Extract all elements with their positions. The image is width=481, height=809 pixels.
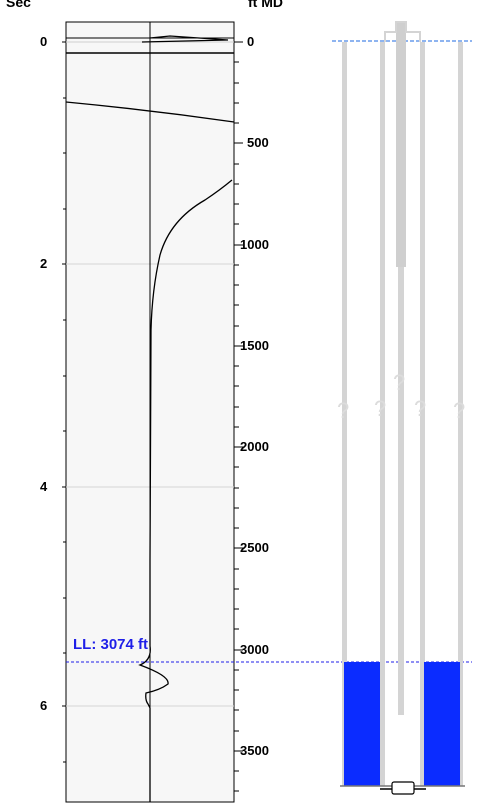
unknown-marker: ? [393, 370, 406, 395]
annulus-fluid-right [424, 662, 460, 786]
unknown-marker: ? [453, 398, 466, 423]
tubing-right [420, 42, 425, 786]
time-tick-label: 2 [40, 256, 48, 271]
rod-string-upper [396, 22, 406, 267]
time-tick-label: 4 [40, 479, 48, 494]
time-minor-ticks [62, 41, 66, 763]
tubing-left [380, 42, 385, 786]
depth-ticks [234, 41, 243, 792]
depth-tick-label: 3000 [240, 642, 269, 657]
depth-tick-label: 3500 [240, 743, 269, 758]
depth-tick-label: 2500 [240, 540, 269, 555]
unknown-marker: ? [337, 398, 350, 423]
casing-left [342, 42, 347, 786]
casing-right [458, 42, 463, 786]
depth-tick-label: 0 [247, 34, 255, 49]
unknown-marker: ? [414, 396, 427, 421]
annulus-fluid-left [344, 662, 380, 786]
depth-axis-title: ft MD [248, 0, 283, 10]
liquid-level-label: LL: 3074 ft [73, 636, 149, 653]
rod-string-lower [398, 267, 404, 715]
time-axis-title: Sec [6, 0, 31, 10]
depth-tick-label: 500 [247, 135, 269, 150]
wellbore-schematic [340, 21, 465, 795]
acoustic-trace [65, 35, 235, 802]
depth-tick-label: 1000 [240, 237, 269, 252]
time-tick-label: 0 [40, 34, 48, 49]
unknown-marker: ? [374, 396, 387, 421]
pump [391, 781, 415, 795]
depth-tick-label: 2000 [240, 439, 269, 454]
depth-tick-label: 1500 [240, 338, 269, 353]
time-tick-label: 6 [40, 698, 48, 713]
